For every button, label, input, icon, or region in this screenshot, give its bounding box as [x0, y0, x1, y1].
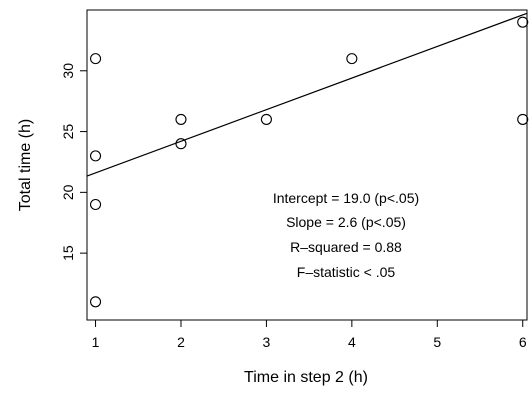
- plot-frame: [86, 9, 528, 321]
- x-axis-title: Time in step 2 (h): [244, 369, 368, 386]
- annotation-slope: Slope = 2.6 (p<.05): [286, 214, 406, 230]
- regression-line: [86, 12, 528, 177]
- annotation-fstat: F–statistic < .05: [297, 264, 396, 280]
- x-tick-label: 5: [433, 334, 441, 350]
- data-point-8: [346, 53, 358, 65]
- data-point-2: [89, 150, 102, 162]
- data-point-6: [175, 138, 187, 150]
- data-point-1: [89, 53, 102, 65]
- data-point-10: [517, 113, 529, 125]
- x-tick-label: 3: [263, 334, 271, 350]
- x-tick-label: 4: [348, 334, 356, 350]
- y-axis: 15 20 25 30: [60, 63, 87, 261]
- x-axis: 1 2 3 4 5 6: [92, 320, 527, 350]
- x-tick-label: 1: [92, 334, 100, 350]
- x-tick-label: 2: [177, 334, 185, 350]
- y-tick-label: 15: [60, 245, 76, 261]
- data-point-7: [260, 113, 272, 125]
- data-point-3: [89, 198, 102, 211]
- data-point-5: [175, 113, 187, 125]
- y-tick-label: 20: [60, 184, 76, 200]
- data-point-4: [89, 296, 102, 308]
- data-point-9: [517, 16, 529, 28]
- fit-line-layer: [86, 12, 528, 177]
- annotation-rsquared: R–squared = 0.88: [290, 239, 402, 255]
- stats-annotation: Intercept = 19.0 (p<.05) Slope = 2.6 (p<…: [273, 190, 419, 280]
- points-layer: [89, 16, 529, 308]
- x-tick-label: 6: [519, 334, 527, 350]
- annotation-intercept: Intercept = 19.0 (p<.05): [273, 190, 419, 206]
- y-tick-label: 25: [60, 124, 76, 140]
- y-tick-label: 30: [60, 63, 76, 79]
- y-axis-title: Total time (h): [17, 119, 34, 211]
